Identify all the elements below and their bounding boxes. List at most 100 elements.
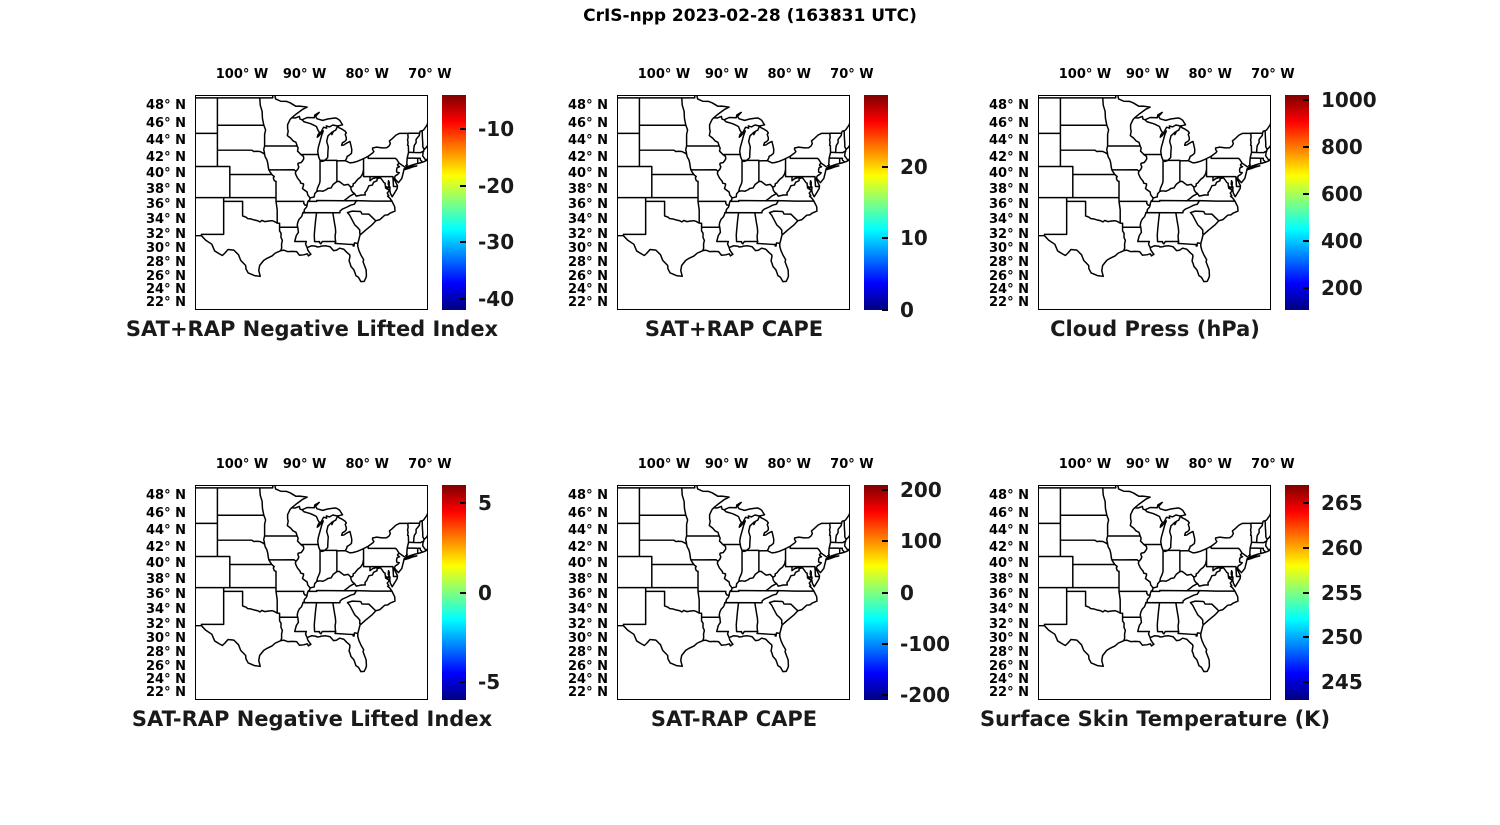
lat-tick-label: 28° N	[568, 255, 608, 270]
panel-sat-rap-cape: SAT+RAP CAPE 100° W 90° W 80° W 70° W 48° N 4…	[568, 67, 928, 341]
colorbar-tick-label: 20	[900, 154, 928, 179]
lon-tick-label: 100° W	[637, 457, 691, 472]
lon-tick-label: 90° W	[704, 457, 749, 472]
colorbar-tick	[882, 489, 888, 492]
colorbar	[1285, 95, 1309, 310]
colorbar-tick-label: -10	[478, 116, 515, 141]
lat-tick-label: 24° N	[989, 282, 1029, 298]
lat-tick-label: 40° N	[568, 166, 608, 182]
lat-tick-label: 30° N	[146, 241, 186, 256]
colorbar-tick	[1303, 591, 1309, 594]
lat-tick-label: 48° N	[568, 98, 608, 114]
map-frame	[1038, 485, 1271, 700]
colorbar-tick-label: -40	[478, 286, 515, 311]
lat-tick-label: 48° N	[146, 98, 186, 114]
lat-tick-label: 22° N	[568, 685, 608, 701]
lat-tick-label: 38° N	[568, 571, 608, 587]
lon-tick-label: 70° W	[408, 457, 452, 472]
map-frame	[617, 95, 850, 310]
colorbar-tick-label: 600	[1321, 181, 1363, 206]
lon-tick-label: 80° W	[345, 457, 389, 472]
lon-tick-label: 90° W	[704, 67, 749, 82]
lat-tick-label: 36° N	[989, 587, 1029, 603]
lon-tick-label: 80° W	[767, 457, 811, 472]
colorbar	[864, 95, 888, 310]
lat-tick-label: 34° N	[568, 602, 608, 618]
colorbar-tick	[1303, 98, 1309, 101]
lon-tick-label: 100° W	[215, 457, 269, 472]
state-outlines	[618, 96, 849, 283]
lat-tick-label: 28° N	[989, 645, 1029, 660]
lat-tick-label: 26° N	[989, 658, 1029, 674]
us-states-map	[1039, 96, 1270, 283]
panel-title: Surface Skin Temperature (K)	[979, 707, 1331, 731]
lat-tick-label: 36° N	[568, 197, 608, 213]
colorbar-tick-label: 255	[1321, 580, 1363, 605]
colorbar-tick-label: 200	[1321, 275, 1363, 300]
colorbar-tick	[460, 241, 466, 244]
colorbar-tick	[460, 127, 466, 130]
colorbar-tick-label: 800	[1321, 134, 1363, 159]
us-states-map	[196, 96, 427, 283]
colorbar-tick-label: -30	[478, 230, 515, 255]
lat-tick-label: 28° N	[146, 645, 186, 660]
colorbar-tick	[882, 309, 888, 311]
colorbar-tick-label: 100	[900, 529, 942, 554]
lat-tick-label: 30° N	[989, 631, 1029, 646]
lat-tick-label: 26° N	[989, 268, 1029, 284]
lat-tick-label: 26° N	[568, 268, 608, 284]
lat-tick-label: 38° N	[568, 181, 608, 197]
lat-tick-label: 34° N	[146, 212, 186, 228]
lon-tick-label: 100° W	[637, 67, 691, 82]
lat-tick-label: 24° N	[568, 672, 608, 688]
lat-tick-label: 42° N	[989, 540, 1029, 555]
lat-tick-label: 42° N	[568, 540, 608, 555]
panel-sat-rap-cape: SAT-RAP CAPE 100° W 90° W 80° W 70° W 48° N 4…	[568, 457, 950, 731]
colorbar-tick	[1303, 681, 1309, 684]
colorbar-tick-label: 245	[1321, 670, 1363, 695]
lat-tick-label: 24° N	[568, 282, 608, 298]
colorbar-tick	[1303, 636, 1309, 639]
lat-tick-label: 46° N	[989, 506, 1029, 521]
lat-tick-label: 48° N	[568, 488, 608, 504]
lon-tick-label: 70° W	[830, 457, 874, 472]
lat-tick-label: 44° N	[146, 523, 186, 539]
colorbar-tick-label: 200	[900, 478, 942, 503]
state-outlines	[1039, 96, 1270, 283]
colorbar-tick-label: 250	[1321, 625, 1363, 650]
lat-tick-label: 34° N	[989, 602, 1029, 618]
figure-title: CrIS-npp 2023-02-28 (163831 UTC)	[583, 6, 917, 26]
lat-tick-label: 36° N	[146, 587, 186, 603]
state-outlines	[196, 486, 427, 673]
lat-tick-label: 30° N	[568, 241, 608, 256]
lat-tick-label: 22° N	[146, 295, 186, 311]
lat-tick-label: 28° N	[146, 255, 186, 270]
lat-tick-label: 40° N	[989, 166, 1029, 182]
lat-tick-label: 36° N	[568, 587, 608, 603]
lat-tick-label: 22° N	[146, 685, 186, 701]
colorbar-tick-label: -200	[900, 682, 951, 707]
colorbar-tick	[1303, 145, 1309, 148]
colorbar-tick-label: -100	[900, 631, 951, 656]
colorbar-tick-label: 0	[900, 298, 914, 322]
colorbar-tick	[1303, 239, 1309, 242]
lat-tick-label: 28° N	[568, 645, 608, 660]
map-frame	[195, 485, 428, 700]
lat-tick-label: 26° N	[146, 268, 186, 284]
lon-tick-label: 100° W	[1058, 67, 1112, 82]
lon-tick-label: 70° W	[408, 67, 452, 82]
colorbar-tick-label: 5	[478, 490, 492, 515]
lat-tick-label: 48° N	[989, 488, 1029, 504]
lat-tick-label: 38° N	[146, 571, 186, 587]
state-outlines	[196, 96, 427, 283]
colorbar-tick	[882, 237, 888, 240]
lat-tick-label: 22° N	[989, 685, 1029, 701]
lat-tick-label: 30° N	[146, 631, 186, 646]
colorbar-tick	[460, 297, 466, 300]
colorbar-tick	[460, 591, 466, 594]
lat-tick-label: 26° N	[146, 658, 186, 674]
lat-tick-label: 28° N	[989, 255, 1029, 270]
lat-tick-label: 44° N	[989, 523, 1029, 539]
lon-tick-label: 100° W	[1058, 457, 1112, 472]
lon-tick-label: 100° W	[215, 67, 269, 82]
